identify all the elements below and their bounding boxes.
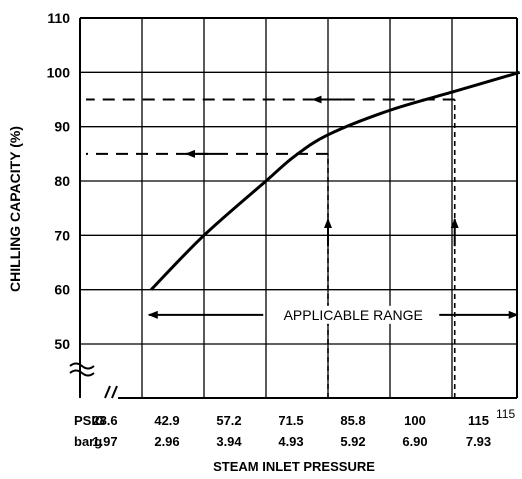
x-tick-label: 4.93	[278, 434, 303, 449]
x-axis-title: STEAM INLET PRESSURE	[213, 459, 375, 474]
x-tick-label: 2.96	[154, 434, 179, 449]
x-tick-label: 5.92	[340, 434, 365, 449]
x-tick-label: 57.2	[216, 413, 241, 428]
y-tick-label: 80	[54, 173, 70, 189]
x-tick-label: 3.94	[216, 434, 242, 449]
chart-grid	[79, 17, 518, 399]
y-tick-label: 70	[54, 227, 70, 243]
axis-break-symbols	[69, 362, 118, 399]
x-tick-label: 42.9	[154, 413, 179, 428]
y-tick-label: 100	[47, 64, 71, 80]
y-tick-label: 90	[54, 119, 70, 135]
x-tick-label: 100	[404, 413, 426, 428]
applicable-range-label: APPLICABLE RANGE	[284, 307, 423, 323]
y-tick-label: 110	[47, 10, 70, 26]
capacity-curve	[150, 70, 521, 291]
x-tick-label: 115	[468, 413, 489, 428]
x-tick-label: 6.90	[402, 434, 427, 449]
y-axis-title: CHILLING CAPACITY (%)	[7, 126, 23, 292]
x-tick-label: 71.5	[278, 413, 303, 428]
x-extra-label: 115	[496, 407, 515, 421]
y-tick-label: 60	[54, 282, 70, 298]
y-tick-labels: 110 100 90 80 70 60 50	[47, 10, 71, 352]
x-tick-label: 1.97	[92, 434, 117, 449]
dashed-guides	[86, 95, 459, 398]
y-tick-label: 50	[54, 336, 70, 352]
applicable-range-arrow: APPLICABLE RANGE	[147, 305, 519, 324]
x-tick-label: 85.8	[340, 413, 365, 428]
x-row-unit: barg	[74, 434, 102, 449]
x-row-unit: PSIG	[74, 413, 105, 428]
x-tick-label: 28.6	[92, 413, 117, 428]
x-tick-label: 7.93	[466, 434, 491, 449]
